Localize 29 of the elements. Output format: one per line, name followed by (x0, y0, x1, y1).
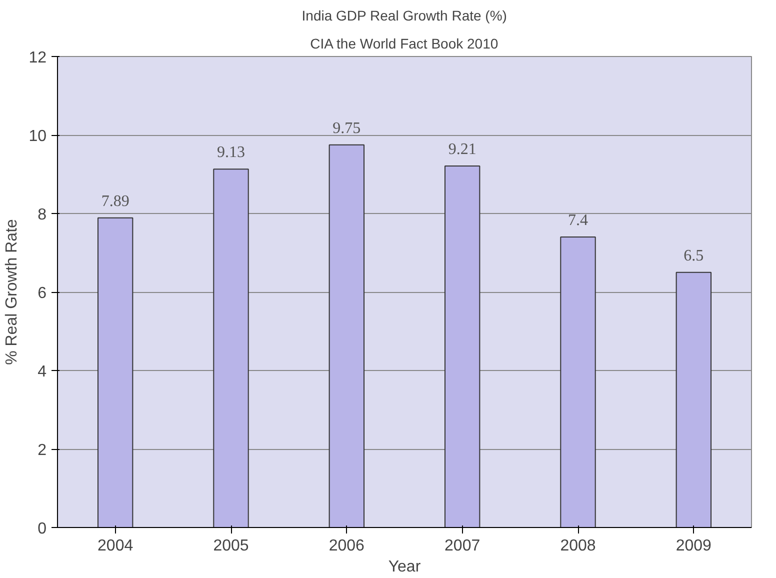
y-tick-label: 8 (38, 206, 47, 224)
data-label: 9.21 (448, 141, 476, 158)
y-tick-label: 2 (38, 442, 47, 459)
data-label: 9.13 (217, 144, 245, 162)
chart-subtitle: CIA the World Fact Book 2010 (310, 36, 498, 52)
bar (213, 168, 249, 528)
y-tick-label: 4 (38, 364, 47, 380)
bar (97, 217, 134, 528)
data-label: 7.4 (568, 212, 588, 230)
data-label: 9.75 (332, 120, 361, 137)
y-tick-label: 12 (28, 50, 47, 66)
x-tick-label: 2004 (98, 538, 134, 554)
y-tick-label: 10 (28, 128, 47, 145)
bar (444, 166, 480, 528)
bar (560, 236, 596, 528)
data-label: 7.89 (101, 192, 130, 210)
x-tick-label: 2009 (676, 538, 712, 554)
x-tick-label: 2006 (328, 538, 365, 554)
bar (676, 272, 712, 528)
x-tick-label: 2008 (560, 538, 596, 554)
data-label: 6.5 (684, 247, 704, 264)
x-axis-title: Year (388, 558, 422, 576)
y-axis-title: % Real Growth Rate (4, 218, 21, 365)
y-tick-label: 6 (38, 285, 47, 302)
x-tick-label: 2005 (213, 538, 249, 554)
bar (328, 144, 365, 528)
x-tick-label: 2007 (444, 538, 480, 554)
chart-title: India GDP Real Growth Rate (%) (302, 8, 507, 24)
y-tick-label: 0 (38, 520, 47, 538)
